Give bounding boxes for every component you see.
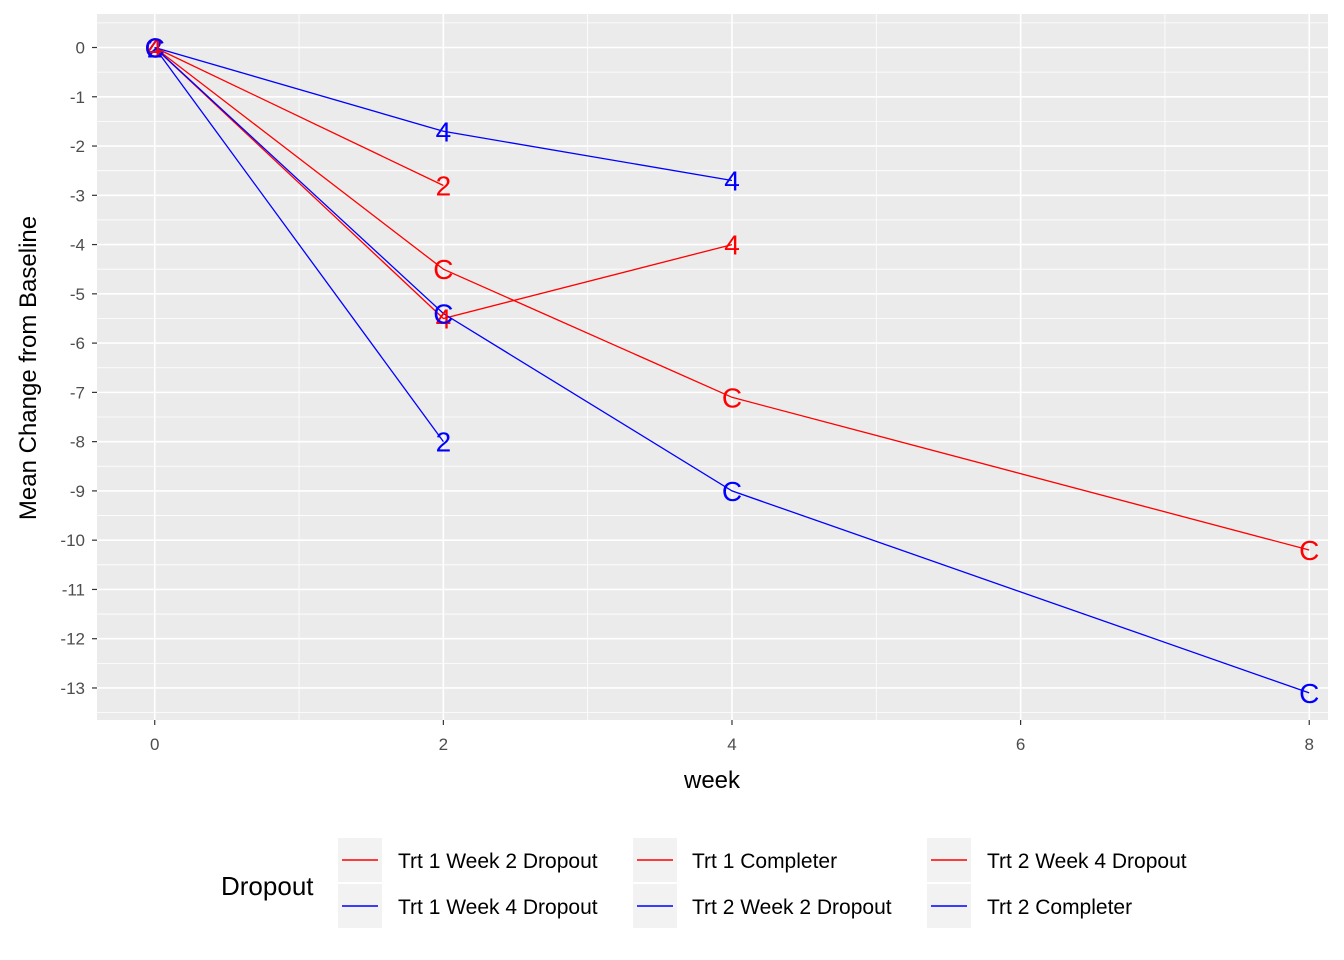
data-point-label: 2 <box>436 427 452 458</box>
y-tick-label: -12 <box>60 630 85 649</box>
x-tick-label: 2 <box>439 735 448 754</box>
data-point-label: 4 <box>436 303 452 334</box>
y-tick-label: -2 <box>70 137 85 156</box>
legend-title: Dropout <box>221 871 314 901</box>
y-tick-label: 0 <box>76 39 85 58</box>
y-tick-label: -8 <box>70 433 85 452</box>
y-tick-label: -11 <box>62 580 85 599</box>
data-point-label: C <box>433 254 453 285</box>
y-tick-label: -3 <box>70 186 85 205</box>
series-line-2 <box>154 46 733 182</box>
x-axis: 0 2 4 6 8 <box>150 720 1314 754</box>
x-tick-label: 6 <box>1016 735 1025 754</box>
y-axis: 0 -1 -2 -3 -4 -5 -6 -7 -8 -9 -10 -11 -12 -13 <box>60 39 97 698</box>
data-point-label: 2 <box>147 33 163 64</box>
y-tick-label: -9 <box>70 482 85 501</box>
data-point-label: 4 <box>724 166 740 197</box>
series-lines <box>154 46 1310 694</box>
data-point-label: C <box>722 476 742 507</box>
data-point-label: 2 <box>147 33 163 64</box>
y-tick-label: -10 <box>60 531 85 550</box>
legend-label: Trt 2 Completer <box>987 896 1132 919</box>
data-point-label: C <box>722 382 742 413</box>
y-axis-title: Mean Change from Baseline <box>15 216 42 520</box>
x-tick-label: 0 <box>150 735 159 754</box>
data-point-label: 4 <box>436 116 452 147</box>
series-line-6 <box>154 47 1310 694</box>
legend: Dropout Trt 1 Week 2 Dropout Trt 1 Week 4… <box>221 838 1187 928</box>
x-tick-label: 4 <box>727 735 736 754</box>
series-line-4 <box>154 47 444 442</box>
y-tick-label: -7 <box>70 383 85 402</box>
data-point-label: 4 <box>724 230 740 261</box>
legend-label: Trt 1 Week 4 Dropout <box>398 896 598 919</box>
series-line-5 <box>154 47 733 320</box>
series-line-1 <box>154 46 444 187</box>
data-point-label: 2 <box>436 170 452 201</box>
data-point-label: C <box>433 299 453 330</box>
data-point-label: 4 <box>147 33 163 64</box>
minor-gridlines <box>97 14 1328 720</box>
data-point-label: C <box>145 33 165 64</box>
y-tick-label: -1 <box>70 88 85 107</box>
x-tick-label: 8 <box>1305 735 1314 754</box>
data-point-label: 4 <box>147 33 163 64</box>
x-axis-title: week <box>683 767 741 794</box>
legend-label: Trt 1 Week 2 Dropout <box>398 850 598 873</box>
y-tick-label: -6 <box>70 334 85 353</box>
legend-label: Trt 2 Week 4 Dropout <box>987 850 1187 873</box>
y-tick-label: -4 <box>70 236 85 255</box>
y-tick-label: -13 <box>60 679 85 698</box>
legend-label: Trt 2 Week 2 Dropout <box>692 896 892 919</box>
y-tick-label: -5 <box>70 285 85 304</box>
data-point-label: C <box>1299 678 1319 709</box>
legend-label: Trt 1 Completer <box>692 850 837 873</box>
series-line-3 <box>154 46 1310 551</box>
data-point-label: C <box>145 33 165 64</box>
data-point-label: C <box>1299 535 1319 566</box>
plot-panel <box>97 14 1328 720</box>
major-gridlines <box>97 14 1328 720</box>
